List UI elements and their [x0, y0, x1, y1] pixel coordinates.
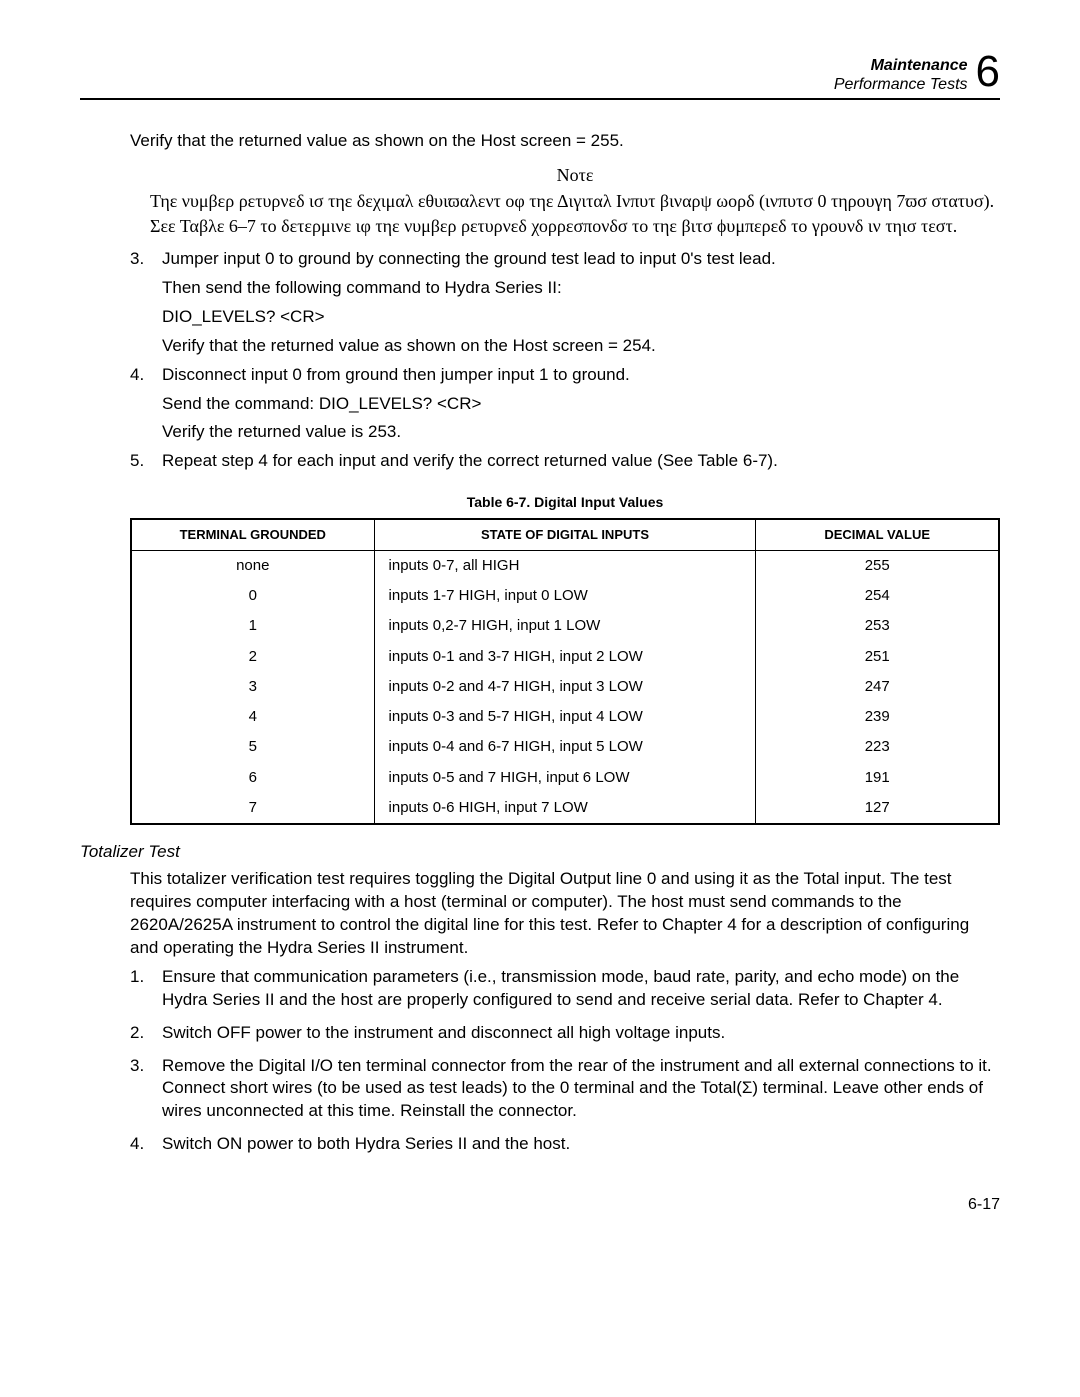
- table-row: 2inputs 0-1 and 3-7 HIGH, input 2 LOW251: [131, 642, 999, 672]
- col-header-0: TERMINAL GROUNDED: [131, 519, 374, 550]
- cell-decimal: 127: [756, 793, 999, 824]
- totalizer-steps: Ensure that communication parameters (i.…: [130, 966, 1000, 1157]
- step-4-p2: Send the command: DIO_LEVELS? <CR>: [162, 393, 1000, 416]
- tot-step-4: Switch ON power to both Hydra Series II …: [130, 1133, 1000, 1156]
- chapter-number: 6: [976, 50, 1000, 94]
- step-list-a: Jumper input 0 to ground by connecting t…: [130, 248, 1000, 474]
- step-4-p3: Verify the returned value is 253.: [162, 421, 1000, 444]
- note-body: Τηε νυμβερ ρετυρνεδ ισ τηε δεχιμαλ εθυιϖ…: [150, 189, 1000, 238]
- table-row: 5inputs 0-4 and 6-7 HIGH, input 5 LOW223: [131, 732, 999, 762]
- cell-state: inputs 0-4 and 6-7 HIGH, input 5 LOW: [374, 732, 756, 762]
- cell-decimal: 253: [756, 611, 999, 641]
- table-row: 0inputs 1-7 HIGH, input 0 LOW254: [131, 581, 999, 611]
- col-header-1: STATE OF DIGITAL INPUTS: [374, 519, 756, 550]
- step-3: Jumper input 0 to ground by connecting t…: [130, 248, 1000, 358]
- cell-terminal: 1: [131, 611, 374, 641]
- cell-state: inputs 0,2-7 HIGH, input 1 LOW: [374, 611, 756, 641]
- tot-step-1: Ensure that communication parameters (i.…: [130, 966, 1000, 1012]
- cell-terminal: 5: [131, 732, 374, 762]
- cell-state: inputs 0-7, all HIGH: [374, 550, 756, 581]
- header-subtitle: Performance Tests: [834, 75, 968, 94]
- col-header-2: DECIMAL VALUE: [756, 519, 999, 550]
- cell-terminal: 2: [131, 642, 374, 672]
- cell-decimal: 223: [756, 732, 999, 762]
- cell-terminal: 0: [131, 581, 374, 611]
- step-5: Repeat step 4 for each input and verify …: [130, 450, 1000, 473]
- cell-state: inputs 1-7 HIGH, input 0 LOW: [374, 581, 756, 611]
- intro-paragraph: Verify that the returned value as shown …: [130, 130, 1000, 153]
- page-content: Verify that the returned value as shown …: [80, 130, 1000, 1156]
- cell-decimal: 251: [756, 642, 999, 672]
- cell-terminal: 7: [131, 793, 374, 824]
- table-row: 1inputs 0,2-7 HIGH, input 1 LOW253: [131, 611, 999, 641]
- totalizer-intro: This totalizer verification test require…: [130, 868, 1000, 960]
- cell-terminal: 4: [131, 702, 374, 732]
- note-block: Νοτε Τηε νυμβερ ρετυρνεδ ισ τηε δεχιμαλ …: [150, 163, 1000, 238]
- header-title: Maintenance: [834, 56, 968, 75]
- cell-state: inputs 0-3 and 5-7 HIGH, input 4 LOW: [374, 702, 756, 732]
- cell-state: inputs 0-1 and 3-7 HIGH, input 2 LOW: [374, 642, 756, 672]
- note-title: Νοτε: [150, 163, 1000, 187]
- cell-state: inputs 0-6 HIGH, input 7 LOW: [374, 793, 756, 824]
- page-header: Maintenance Performance Tests 6: [80, 50, 1000, 100]
- cell-terminal: none: [131, 550, 374, 581]
- tot-step-2: Switch OFF power to the instrument and d…: [130, 1022, 1000, 1045]
- step-3-p2: Then send the following command to Hydra…: [162, 277, 1000, 300]
- page-number: 6-17: [80, 1196, 1000, 1214]
- step-3-p3: DIO_LEVELS? <CR>: [162, 306, 1000, 329]
- table-row: noneinputs 0-7, all HIGH255: [131, 550, 999, 581]
- tot-step-3: Remove the Digital I/O ten terminal conn…: [130, 1055, 1000, 1124]
- digital-input-table: TERMINAL GROUNDED STATE OF DIGITAL INPUT…: [130, 518, 1000, 825]
- cell-decimal: 191: [756, 763, 999, 793]
- totalizer-heading: Totalizer Test: [80, 841, 1000, 864]
- table-row: 7inputs 0-6 HIGH, input 7 LOW127: [131, 793, 999, 824]
- step-5-p1: Repeat step 4 for each input and verify …: [162, 450, 1000, 473]
- table-caption: Table 6-7. Digital Input Values: [130, 493, 1000, 512]
- cell-state: inputs 0-5 and 7 HIGH, input 6 LOW: [374, 763, 756, 793]
- table-row: 4inputs 0-3 and 5-7 HIGH, input 4 LOW239: [131, 702, 999, 732]
- cell-terminal: 3: [131, 672, 374, 702]
- step-4: Disconnect input 0 from ground then jump…: [130, 364, 1000, 445]
- cell-decimal: 254: [756, 581, 999, 611]
- step-3-p1: Jumper input 0 to ground by connecting t…: [162, 248, 1000, 271]
- step-4-p1: Disconnect input 0 from ground then jump…: [162, 364, 1000, 387]
- header-text: Maintenance Performance Tests: [834, 56, 968, 94]
- cell-decimal: 247: [756, 672, 999, 702]
- cell-decimal: 255: [756, 550, 999, 581]
- cell-terminal: 6: [131, 763, 374, 793]
- cell-state: inputs 0-2 and 4-7 HIGH, input 3 LOW: [374, 672, 756, 702]
- table-row: 3inputs 0-2 and 4-7 HIGH, input 3 LOW247: [131, 672, 999, 702]
- step-3-p4: Verify that the returned value as shown …: [162, 335, 1000, 358]
- cell-decimal: 239: [756, 702, 999, 732]
- table-row: 6inputs 0-5 and 7 HIGH, input 6 LOW191: [131, 763, 999, 793]
